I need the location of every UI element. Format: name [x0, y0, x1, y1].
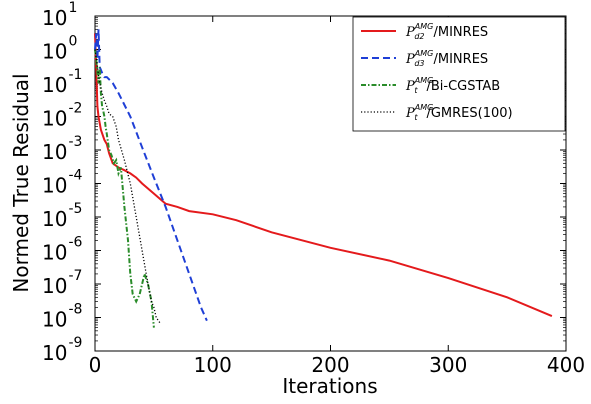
- legend-items: PAMG d2/MINRES PAMG d3/MINRES PAMG t/Bi-CGSTA…: [361, 22, 513, 122]
- x-tick-label: 200: [311, 353, 349, 377]
- legend-label: PAMG d2/MINRES: [405, 22, 488, 41]
- y-tick-label: 10-4: [42, 168, 83, 198]
- x-tick-label: 0: [89, 353, 102, 377]
- x-tick-label: 300: [429, 353, 467, 377]
- y-tick-label: 10-8: [42, 302, 82, 332]
- x-tick-labels: 0 100 200 300 400: [89, 353, 585, 377]
- y-tick-label: 10-3: [42, 134, 82, 164]
- series-line: [94, 49, 161, 324]
- series-line: [94, 49, 155, 328]
- series-lines: [94, 29, 553, 328]
- x-tick-label: 100: [194, 353, 232, 377]
- x-axis-label: Iterations: [282, 374, 377, 398]
- y-tick-label: 10-7: [42, 268, 82, 298]
- y-tick-label: 10-9: [42, 335, 82, 365]
- y-tick-label: 101: [42, 0, 77, 30]
- y-axis-label: Normed True Residual: [9, 73, 33, 292]
- legend: PAMG d2/MINRES PAMG d3/MINRES PAMG t/Bi-CGSTA…: [352, 16, 566, 132]
- y-tick-label: 10-1: [42, 67, 82, 97]
- x-tick-label: 400: [547, 353, 585, 377]
- series-line: [94, 29, 208, 322]
- y-tick-label: 100: [42, 34, 77, 64]
- series-line: [94, 33, 553, 318]
- legend-label: PAMG t/Bi-CGSTAB: [405, 76, 500, 95]
- y-tick-label: 10-5: [42, 201, 82, 231]
- y-tick-label: 10-2: [42, 101, 82, 131]
- legend-label: PAMG t/GMRES(100): [405, 103, 513, 122]
- legend-box: [352, 16, 566, 132]
- y-tick-label: 10-6: [42, 235, 83, 265]
- legend-label: PAMG d3/MINRES: [405, 49, 488, 68]
